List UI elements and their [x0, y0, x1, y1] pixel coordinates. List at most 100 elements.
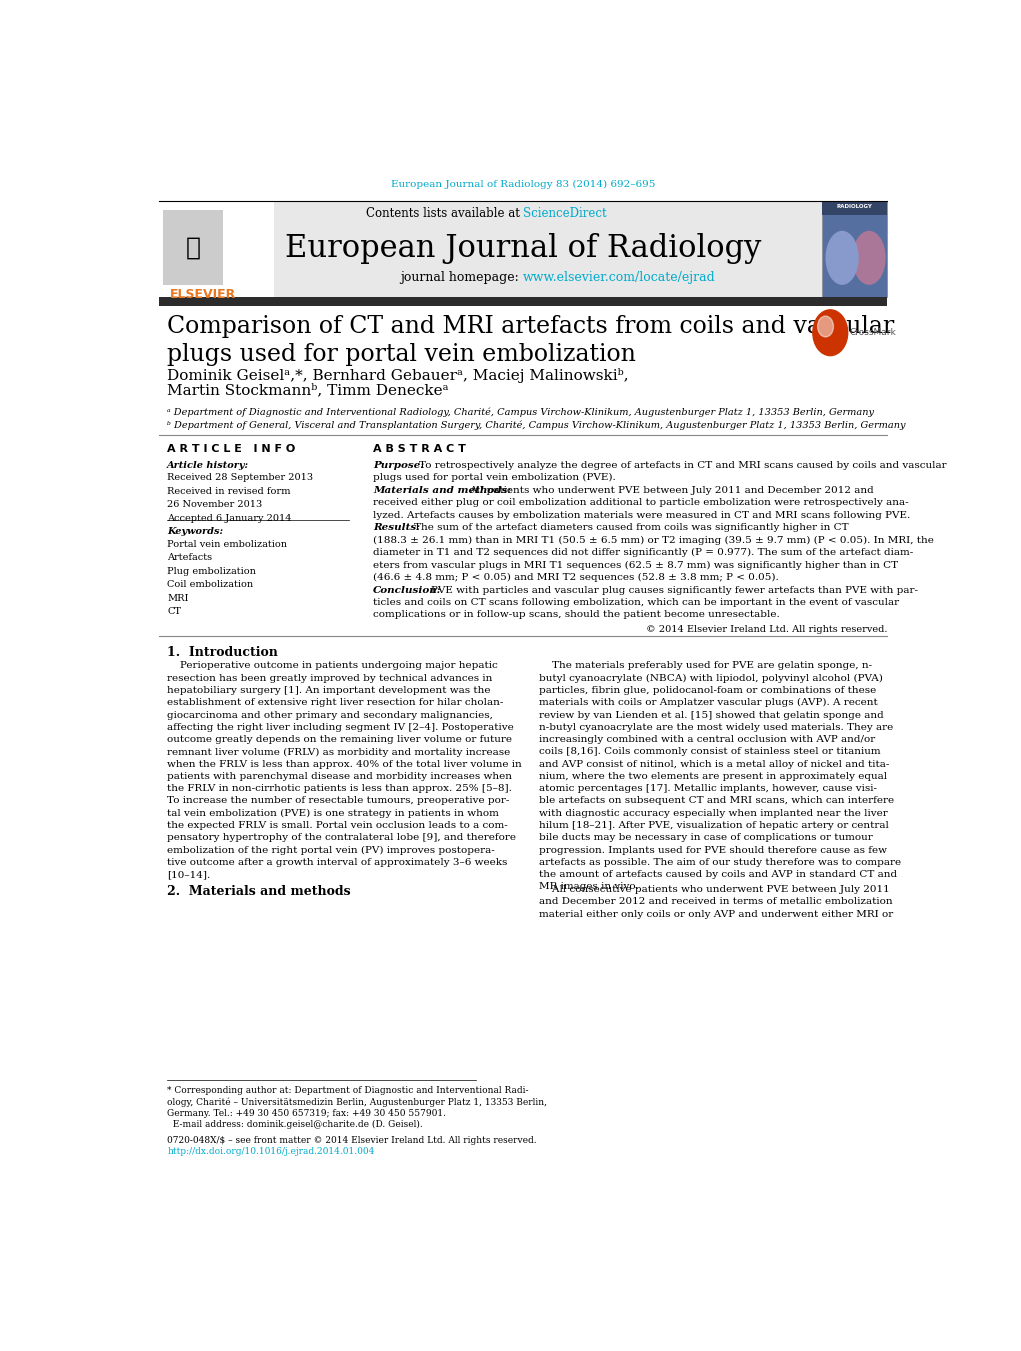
- Text: material either only coils or only AVP and underwent either MRI or: material either only coils or only AVP a…: [539, 909, 893, 919]
- Text: Materials and methods:: Materials and methods:: [373, 485, 512, 494]
- Ellipse shape: [826, 231, 859, 285]
- Text: bile ducts may be necessary in case of complications or tumour: bile ducts may be necessary in case of c…: [539, 834, 873, 842]
- Bar: [159, 200, 274, 297]
- Text: Coil embolization: Coil embolization: [167, 581, 253, 589]
- Text: 26 November 2013: 26 November 2013: [167, 500, 262, 509]
- Text: particles, fibrin glue, polidocanol-foam or combinations of these: particles, fibrin glue, polidocanol-foam…: [539, 686, 876, 694]
- Text: giocarcinoma and other primary and secondary malignancies,: giocarcinoma and other primary and secon…: [167, 711, 493, 720]
- Text: hilum [18–21]. After PVE, visualization of hepatic artery or central: hilum [18–21]. After PVE, visualization …: [539, 821, 889, 830]
- Text: All consecutive patients who underwent PVE between July 2011: All consecutive patients who underwent P…: [539, 885, 890, 894]
- Text: © 2014 Elsevier Ireland Ltd. All rights reserved.: © 2014 Elsevier Ireland Ltd. All rights …: [645, 626, 887, 634]
- Text: hepatobiliary surgery [1]. An important development was the: hepatobiliary surgery [1]. An important …: [167, 686, 491, 694]
- Text: plugs used for portal vein embolization (PVE).: plugs used for portal vein embolization …: [373, 473, 616, 482]
- Text: atomic percentages [17]. Metallic implants, however, cause visi-: atomic percentages [17]. Metallic implan…: [539, 784, 877, 793]
- Text: 1.  Introduction: 1. Introduction: [167, 646, 278, 659]
- Text: ELSEVIER: ELSEVIER: [169, 288, 236, 301]
- Text: and December 2012 and received in terms of metallic embolization: and December 2012 and received in terms …: [539, 897, 892, 907]
- Text: the amount of artefacts caused by coils and AVP in standard CT and: the amount of artefacts caused by coils …: [539, 870, 897, 880]
- Text: Received 28 September 2013: Received 28 September 2013: [167, 473, 313, 482]
- Text: RADIOLOGY: RADIOLOGY: [836, 204, 872, 209]
- Text: with diagnostic accuracy especially when implanted near the liver: with diagnostic accuracy especially when…: [539, 809, 888, 817]
- Text: outcome greatly depends on the remaining liver volume or future: outcome greatly depends on the remaining…: [167, 735, 513, 744]
- Text: n-butyl cyanoacrylate are the most widely used materials. They are: n-butyl cyanoacrylate are the most widel…: [539, 723, 893, 732]
- Text: PVE with particles and vascular plug causes significantly fewer artefacts than P: PVE with particles and vascular plug cau…: [431, 585, 918, 594]
- Text: embolization of the right portal vein (PV) improves postopera-: embolization of the right portal vein (P…: [167, 846, 495, 855]
- Text: progression. Implants used for PVE should therefore cause as few: progression. Implants used for PVE shoul…: [539, 846, 887, 855]
- Text: remnant liver volume (FRLV) as morbidity and mortality increase: remnant liver volume (FRLV) as morbidity…: [167, 747, 510, 757]
- Text: affecting the right liver including segment IV [2–4]. Postoperative: affecting the right liver including segm…: [167, 723, 514, 732]
- Text: review by van Lienden et al. [15] showed that gelatin sponge and: review by van Lienden et al. [15] showed…: [539, 711, 884, 720]
- Bar: [822, 200, 887, 297]
- Ellipse shape: [853, 231, 885, 285]
- Bar: [159, 297, 887, 305]
- Text: when the FRLV is less than approx. 40% of the total liver volume in: when the FRLV is less than approx. 40% o…: [167, 759, 522, 769]
- Text: diameter in T1 and T2 sequences did not differ significantly (P = 0.977). The su: diameter in T1 and T2 sequences did not …: [373, 549, 913, 557]
- Text: Article history:: Article history:: [167, 461, 249, 470]
- Text: Plug embolization: Plug embolization: [167, 567, 256, 576]
- Text: MR images in vivo.: MR images in vivo.: [539, 882, 639, 892]
- Text: tive outcome after a growth interval of approximately 3–6 weeks: tive outcome after a growth interval of …: [167, 858, 507, 867]
- Text: eters from vascular plugs in MRI T1 sequences (62.5 ± 8.7 mm) was significantly : eters from vascular plugs in MRI T1 sequ…: [373, 561, 898, 570]
- Text: CT: CT: [167, 608, 181, 616]
- Text: [10–14].: [10–14].: [167, 870, 210, 880]
- Text: The materials preferably used for PVE are gelatin sponge, n-: The materials preferably used for PVE ar…: [539, 662, 872, 670]
- Text: artefacts as possible. The aim of our study therefore was to compare: artefacts as possible. The aim of our st…: [539, 858, 902, 867]
- Text: A B S T R A C T: A B S T R A C T: [373, 444, 466, 454]
- Text: www.elsevier.com/locate/ejrad: www.elsevier.com/locate/ejrad: [523, 272, 716, 284]
- Text: Portal vein embolization: Portal vein embolization: [167, 540, 287, 549]
- Text: ScienceDirect: ScienceDirect: [523, 207, 606, 220]
- Text: 2.  Materials and methods: 2. Materials and methods: [167, 885, 351, 898]
- Text: http://dx.doi.org/10.1016/j.ejrad.2014.01.004: http://dx.doi.org/10.1016/j.ejrad.2014.0…: [167, 1147, 375, 1156]
- Text: lyzed. Artefacts causes by embolization materials were measured in CT and MRI sc: lyzed. Artefacts causes by embolization …: [373, 511, 910, 520]
- Text: All patients who underwent PVE between July 2011 and December 2012 and: All patients who underwent PVE between J…: [470, 485, 874, 494]
- Text: To increase the number of resectable tumours, preoperative por-: To increase the number of resectable tum…: [167, 797, 509, 805]
- Text: Dominik Geiselᵃ,*, Bernhard Gebauerᵃ, Maciej Malinowskiᵇ,: Dominik Geiselᵃ,*, Bernhard Gebauerᵃ, Ma…: [167, 367, 629, 384]
- Bar: [822, 200, 887, 215]
- Text: Artefacts: Artefacts: [167, 554, 212, 562]
- Text: pensatory hypertrophy of the contralateral lobe [9], and therefore: pensatory hypertrophy of the contralater…: [167, 834, 517, 842]
- Text: received either plug or coil embolization additional to particle embolization we: received either plug or coil embolizatio…: [373, 499, 909, 507]
- Text: nium, where the two elements are present in approximately equal: nium, where the two elements are present…: [539, 771, 887, 781]
- Text: resection has been greatly improved by technical advances in: resection has been greatly improved by t…: [167, 674, 492, 682]
- Text: ology, Charité – Universitätsmedizin Berlin, Augustenburger Platz 1, 13353 Berli: ology, Charité – Universitätsmedizin Ber…: [167, 1097, 547, 1106]
- Text: (188.3 ± 26.1 mm) than in MRI T1 (50.5 ± 6.5 mm) or T2 imaging (39.5 ± 9.7 mm) (: (188.3 ± 26.1 mm) than in MRI T1 (50.5 ±…: [373, 535, 934, 544]
- Text: E-mail address: dominik.geisel@charite.de (D. Geisel).: E-mail address: dominik.geisel@charite.d…: [167, 1120, 423, 1129]
- Bar: [163, 209, 223, 285]
- Text: patients with parenchymal disease and morbidity increases when: patients with parenchymal disease and mo…: [167, 771, 513, 781]
- Text: and AVP consist of nitinol, which is a metal alloy of nickel and tita-: and AVP consist of nitinol, which is a m…: [539, 759, 889, 769]
- Text: (46.6 ± 4.8 mm; P < 0.05) and MRI T2 sequences (52.8 ± 3.8 mm; P < 0.05).: (46.6 ± 4.8 mm; P < 0.05) and MRI T2 seq…: [373, 573, 779, 582]
- Text: European Journal of Radiology 83 (2014) 692–695: European Journal of Radiology 83 (2014) …: [391, 180, 655, 189]
- Text: the FRLV in non-cirrhotic patients is less than approx. 25% [5–8].: the FRLV in non-cirrhotic patients is le…: [167, 784, 513, 793]
- Text: journal homepage:: journal homepage:: [400, 272, 523, 284]
- Text: ble artefacts on subsequent CT and MRI scans, which can interfere: ble artefacts on subsequent CT and MRI s…: [539, 797, 894, 805]
- Text: Comparison of CT and MRI artefacts from coils and vascular
plugs used for portal: Comparison of CT and MRI artefacts from …: [167, 315, 894, 366]
- Text: Perioperative outcome in patients undergoing major hepatic: Perioperative outcome in patients underg…: [167, 662, 498, 670]
- Text: butyl cyanoacrylate (NBCA) with lipiodol, polyvinyl alcohol (PVA): butyl cyanoacrylate (NBCA) with lipiodol…: [539, 674, 883, 682]
- Circle shape: [813, 309, 847, 355]
- Text: Contents lists available at: Contents lists available at: [366, 207, 523, 220]
- Text: ᵃ Department of Diagnostic and Interventional Radiology, Charité, Campus Virchow: ᵃ Department of Diagnostic and Intervent…: [167, 408, 874, 417]
- Text: materials with coils or Amplatzer vascular plugs (AVP). A recent: materials with coils or Amplatzer vascul…: [539, 698, 878, 708]
- Circle shape: [818, 316, 833, 336]
- Text: * Corresponding author at: Department of Diagnostic and Interventional Radi-: * Corresponding author at: Department of…: [167, 1086, 529, 1094]
- Text: 🌳: 🌳: [186, 235, 201, 259]
- Text: Keywords:: Keywords:: [167, 527, 224, 536]
- Text: Conclusion:: Conclusion:: [373, 585, 441, 594]
- Text: coils [8,16]. Coils commonly consist of stainless steel or titanium: coils [8,16]. Coils commonly consist of …: [539, 747, 881, 757]
- Text: The sum of the artefact diameters caused from coils was significantly higher in : The sum of the artefact diameters caused…: [415, 523, 848, 532]
- Text: Received in revised form: Received in revised form: [167, 486, 291, 496]
- Text: complications or in follow-up scans, should the patient become unresectable.: complications or in follow-up scans, sho…: [373, 611, 780, 620]
- Text: tal vein embolization (PVE) is one strategy in patients in whom: tal vein embolization (PVE) is one strat…: [167, 809, 499, 817]
- Text: A R T I C L E   I N F O: A R T I C L E I N F O: [167, 444, 295, 454]
- Text: MRI: MRI: [167, 594, 189, 603]
- Text: Purpose:: Purpose:: [373, 461, 424, 470]
- Text: ᵇ Department of General, Visceral and Transplantation Surgery, Charité, Campus V: ᵇ Department of General, Visceral and Tr…: [167, 420, 906, 430]
- Text: European Journal of Radiology: European Journal of Radiology: [285, 232, 762, 263]
- Text: CrossMark: CrossMark: [849, 328, 896, 338]
- Text: Accepted 6 January 2014: Accepted 6 January 2014: [167, 513, 292, 523]
- Bar: [159, 200, 824, 297]
- Text: ticles and coils on CT scans following embolization, which can be important in t: ticles and coils on CT scans following e…: [373, 598, 900, 607]
- Text: Germany. Tel.: +49 30 450 657319; fax: +49 30 450 557901.: Germany. Tel.: +49 30 450 657319; fax: +…: [167, 1109, 446, 1117]
- Text: To retrospectively analyze the degree of artefacts in CT and MRI scans caused by: To retrospectively analyze the degree of…: [419, 461, 946, 470]
- Text: Results:: Results:: [373, 523, 420, 532]
